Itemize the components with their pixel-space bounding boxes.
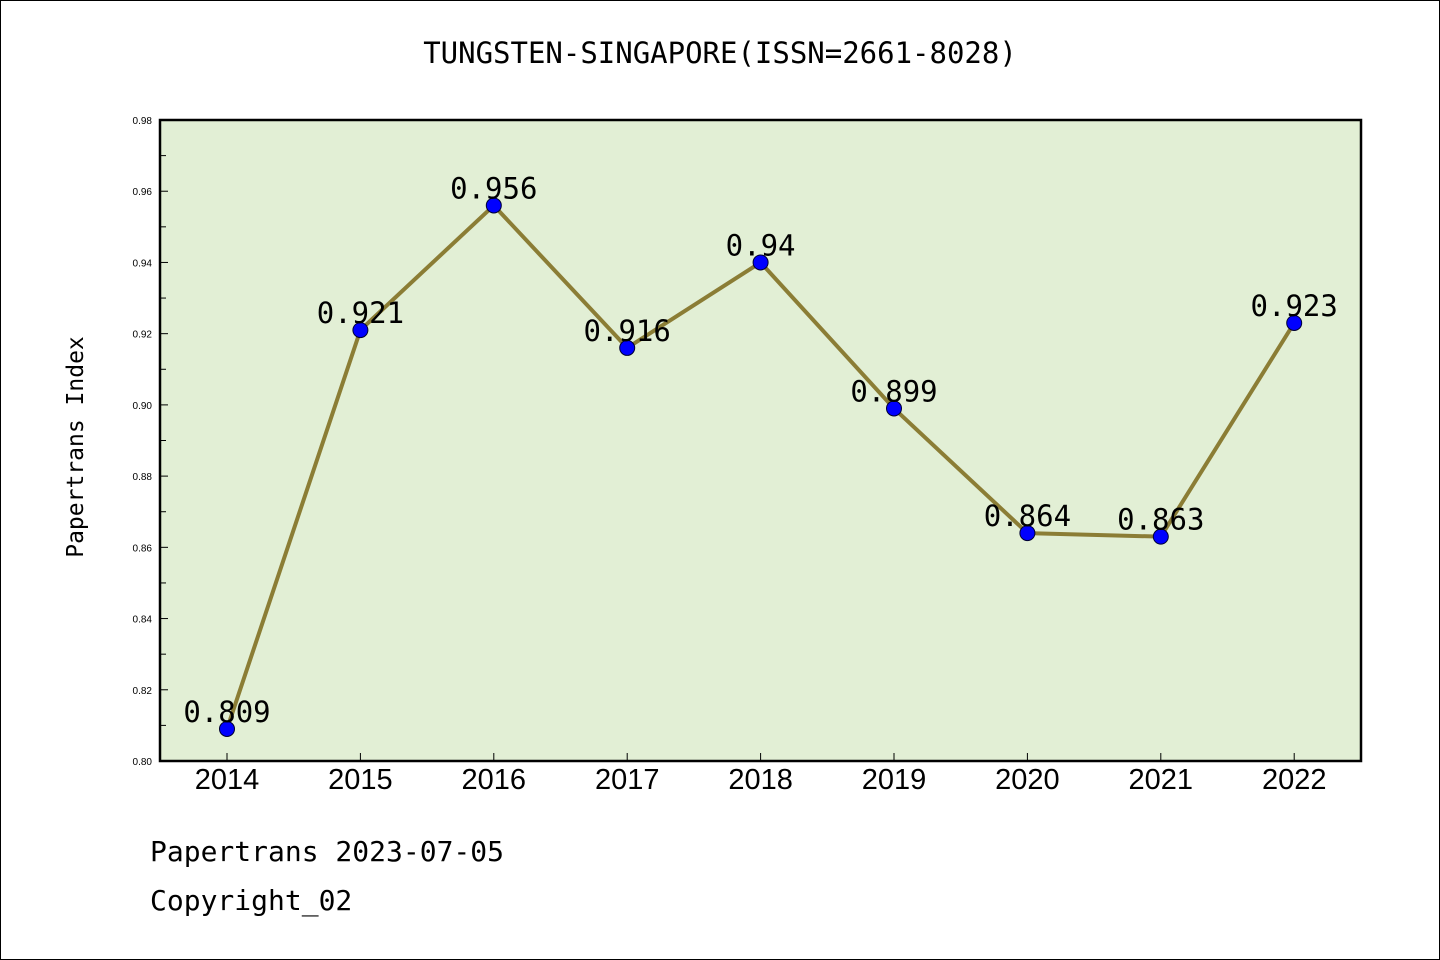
y-tick-label: 0.80 xyxy=(133,757,153,768)
data-labels: 0.809 0.921 0.956 0.916 0.94 0.899 0.864 0.863 0… xyxy=(183,171,1338,728)
data-point xyxy=(219,720,235,737)
data-label: 0.921 xyxy=(317,296,404,330)
y-tick-label: 0.88 xyxy=(133,472,153,483)
data-point xyxy=(619,339,636,356)
x-tick-label: 2019 xyxy=(862,764,927,796)
plot-area xyxy=(160,120,1361,761)
data-point xyxy=(752,254,769,271)
plot-border xyxy=(158,118,1363,763)
y-tick-label: 0.82 xyxy=(133,686,153,697)
y-tick-label: 0.90 xyxy=(133,401,153,412)
chart-title: TUNGSTEN-SINGAPORE(ISSN=2661-8028) xyxy=(423,36,1017,70)
data-label: 0.864 xyxy=(984,499,1071,533)
data-label: 0.899 xyxy=(850,374,937,408)
y-tick-label: 0.92 xyxy=(133,330,153,341)
data-label: 0.863 xyxy=(1117,503,1204,537)
footer-copyright: Copyright_02 xyxy=(150,884,353,917)
data-label: 0.809 xyxy=(183,695,270,729)
x-tick-label: 2014 xyxy=(195,764,260,796)
data-point xyxy=(352,322,369,339)
data-label: 0.923 xyxy=(1251,289,1338,323)
y-tick-label: 0.98 xyxy=(133,116,153,127)
y-tick-label: 0.84 xyxy=(133,615,153,626)
data-point xyxy=(1152,528,1169,545)
data-point xyxy=(1019,525,1036,542)
x-tick-label: 2015 xyxy=(328,764,393,796)
data-label: 0.94 xyxy=(726,228,796,262)
data-point xyxy=(1286,314,1303,331)
x-tick-label: 2018 xyxy=(728,764,793,796)
footer-date: Papertrans 2023-07-05 xyxy=(150,835,505,868)
x-tick-label: 2016 xyxy=(462,764,527,796)
x-tick-label: 2020 xyxy=(995,764,1060,796)
x-tick-label: 2022 xyxy=(1262,764,1327,796)
x-axis-ticks: 2014 2015 2016 2017 2018 2019 2020 2021 2022 xyxy=(195,753,1327,796)
y-tick-label: 0.86 xyxy=(133,543,153,554)
y-tick-label: 0.94 xyxy=(133,258,153,269)
data-label: 0.916 xyxy=(584,314,671,348)
data-markers xyxy=(219,197,1303,737)
x-tick-label: 2021 xyxy=(1129,764,1194,796)
data-point xyxy=(886,400,902,417)
data-label: 0.956 xyxy=(450,171,537,205)
y-tick-label: 0.96 xyxy=(133,187,153,198)
data-point xyxy=(485,197,502,214)
x-tick-label: 2017 xyxy=(595,764,660,796)
